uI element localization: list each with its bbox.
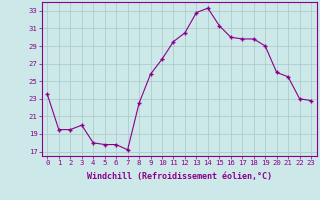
X-axis label: Windchill (Refroidissement éolien,°C): Windchill (Refroidissement éolien,°C)	[87, 172, 272, 181]
